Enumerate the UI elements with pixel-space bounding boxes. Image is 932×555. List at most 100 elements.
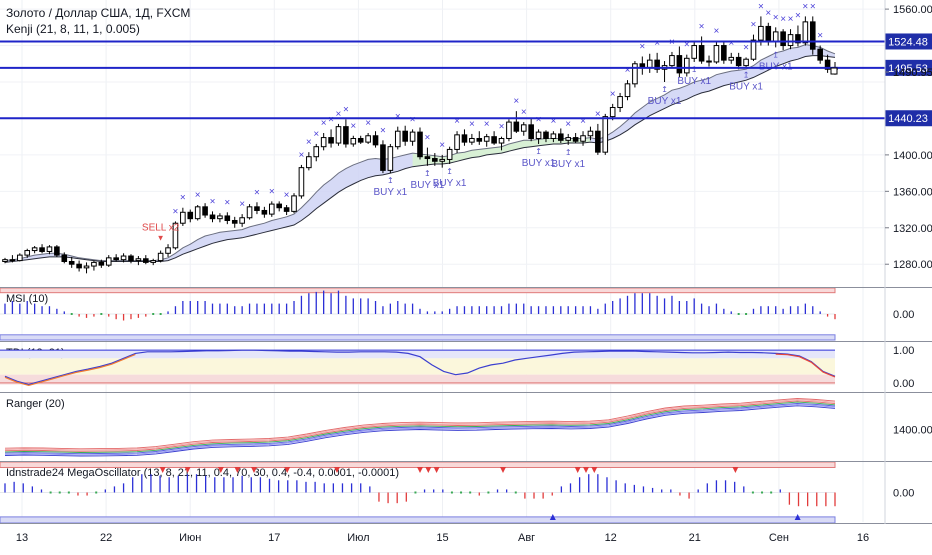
price-tick-label[interactable]: 1400.00 (893, 150, 932, 162)
time-tick-label[interactable]: 15 (436, 532, 448, 544)
candle[interactable] (54, 245, 60, 257)
candle[interactable] (550, 131, 557, 143)
candle[interactable] (713, 41, 720, 64)
candle[interactable] (424, 147, 431, 166)
indicator-label[interactable]: Kenji (21, 8, 11, 1, 0.005) (6, 22, 140, 36)
candle[interactable] (17, 253, 23, 262)
candle[interactable] (180, 207, 186, 226)
candle[interactable] (669, 51, 675, 69)
chart-title[interactable]: Золото / Доллар США, 1Д, FXCM (6, 6, 190, 20)
candle[interactable] (654, 52, 660, 73)
candle[interactable] (439, 154, 446, 168)
candle[interactable] (743, 57, 749, 68)
candle[interactable] (498, 136, 505, 151)
candle[interactable] (817, 45, 823, 64)
price-tick-label[interactable]: 1320.00 (893, 223, 932, 235)
candle[interactable] (513, 111, 520, 134)
candle[interactable] (350, 135, 357, 147)
candle[interactable] (491, 131, 497, 145)
candle[interactable] (246, 204, 253, 220)
time-tick-label[interactable]: 21 (689, 532, 701, 544)
candle[interactable] (432, 153, 438, 166)
price-tick-label[interactable]: 1280.00 (893, 259, 932, 271)
candle[interactable] (528, 117, 534, 142)
candle[interactable] (150, 258, 157, 266)
candle[interactable] (306, 152, 312, 171)
candle[interactable] (357, 135, 364, 144)
time-tick-label[interactable]: 16 (857, 532, 869, 544)
candle[interactable] (446, 146, 453, 164)
candle[interactable] (595, 123, 601, 155)
level-tag[interactable] (885, 33, 932, 50)
time-tick-label[interactable]: Сен (769, 532, 789, 544)
time-tick-label[interactable]: Июл (347, 532, 369, 544)
candle[interactable] (113, 254, 119, 262)
candle[interactable] (750, 34, 757, 62)
candle[interactable] (402, 125, 408, 146)
candle[interactable] (328, 129, 334, 148)
candle[interactable] (565, 133, 572, 145)
candle[interactable] (231, 216, 238, 228)
candle[interactable] (313, 143, 320, 162)
candle[interactable] (632, 61, 638, 88)
candle[interactable] (824, 54, 831, 73)
candle[interactable] (506, 119, 512, 142)
candle[interactable] (105, 255, 112, 267)
candle[interactable] (535, 129, 542, 144)
candle[interactable] (780, 29, 786, 51)
candle[interactable] (283, 205, 290, 216)
candle[interactable] (469, 133, 475, 145)
candle[interactable] (165, 244, 171, 257)
candle[interactable] (483, 133, 490, 147)
last-price-label[interactable]: 1490.95 (893, 67, 932, 79)
candle[interactable] (617, 92, 623, 113)
panel-tick-label[interactable]: 0.00 (893, 309, 914, 321)
candle[interactable] (320, 133, 327, 151)
candle[interactable] (795, 25, 801, 47)
candle[interactable] (298, 164, 305, 199)
candle[interactable] (476, 131, 483, 145)
candle[interactable] (409, 129, 416, 146)
price-tick-label[interactable]: 1360.00 (893, 186, 932, 198)
candle[interactable] (217, 213, 223, 223)
candle[interactable] (335, 123, 342, 146)
time-tick-label[interactable]: Июн (179, 532, 201, 544)
candle[interactable] (735, 52, 742, 70)
candle[interactable] (365, 133, 371, 144)
panel-tick-label[interactable]: 1.00 (893, 345, 914, 357)
candle[interactable] (676, 46, 683, 78)
time-axis[interactable]: 13 22 Июн 17 Июл 15 Авг 12 21 Сен 16 (16, 532, 869, 544)
candle[interactable] (587, 126, 594, 141)
candle[interactable] (261, 206, 268, 218)
candle[interactable] (343, 119, 349, 148)
time-tick-label[interactable]: 13 (16, 532, 28, 544)
candle[interactable] (209, 211, 216, 223)
candle[interactable] (728, 52, 735, 64)
candle[interactable] (39, 244, 45, 254)
candle[interactable] (372, 131, 379, 148)
candle[interactable] (417, 127, 423, 160)
candle[interactable] (454, 131, 460, 154)
candles[interactable] (2, 16, 838, 274)
time-tick-label[interactable]: 17 (268, 532, 280, 544)
candle[interactable] (691, 41, 697, 62)
pane-separators[interactable] (0, 287, 932, 524)
panel-label[interactable]: Ranger (20) (6, 398, 65, 410)
level-tag[interactable] (885, 110, 932, 127)
candle[interactable] (46, 245, 53, 255)
candle[interactable] (580, 131, 586, 146)
candle[interactable] (135, 256, 142, 266)
candle[interactable] (143, 255, 149, 265)
candle[interactable] (543, 130, 549, 143)
candle[interactable] (128, 254, 134, 264)
candle[interactable] (120, 253, 127, 263)
panel-tick-label[interactable]: 0.00 (893, 378, 914, 390)
candle[interactable] (239, 214, 245, 227)
candle[interactable] (461, 129, 468, 146)
candle[interactable] (157, 250, 164, 263)
candle[interactable] (602, 113, 609, 155)
candle[interactable] (721, 41, 727, 64)
panel-label[interactable]: Idnstrade24 MegaOscillator (13, 8, 21, 1… (6, 467, 399, 479)
candle[interactable] (172, 221, 179, 250)
candle[interactable] (520, 122, 527, 136)
